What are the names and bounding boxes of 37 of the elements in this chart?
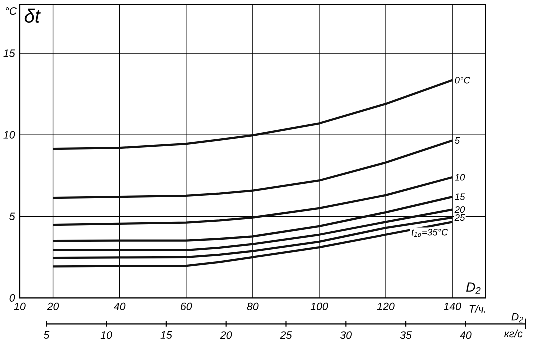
line-series: [52, 176, 454, 226]
series-label: 0°C: [455, 77, 471, 84]
y-tick-label: 5: [10, 212, 16, 220]
text: D$_{2}$: [512, 313, 524, 323]
line-series: [52, 140, 454, 200]
y-tick-label: 15: [4, 50, 16, 58]
x2-tick-label: 15: [160, 332, 172, 340]
annotation: D$_{2}$: [466, 282, 481, 294]
annotation: δt: [24, 8, 41, 24]
series-label: 20: [454, 206, 466, 214]
x2-tick-label: 30: [340, 332, 352, 340]
x2-tick-label: 20: [220, 332, 232, 340]
x2-tick-label: 10: [100, 332, 112, 340]
x-tick-label: 60: [181, 302, 192, 310]
x-tick-label: 40: [114, 302, 126, 310]
series-label: 10: [455, 174, 466, 181]
line-series: [52, 196, 454, 242]
x-tick-label: 120: [377, 302, 395, 310]
x-tick-label: 140: [444, 302, 462, 310]
series-label: 15: [455, 194, 466, 200]
line-series: [52, 216, 454, 260]
line-series: [52, 79, 454, 150]
x2-tick-label: 35: [400, 332, 412, 340]
x-tick-label: 80: [247, 302, 259, 310]
x-tick-label: 100: [310, 302, 328, 310]
x2-tick-label: 5: [44, 332, 50, 340]
x2-tick-label: 40: [460, 332, 472, 340]
y-axis-title: °C: [6, 8, 18, 16]
x-axis-title: Т/ч.: [470, 305, 486, 314]
x2-tick-label: 25: [280, 332, 292, 340]
series-label: 25: [454, 214, 466, 222]
x2-axis-title: кг/с: [504, 330, 523, 338]
y-tick-label: 10: [4, 131, 16, 139]
x-tick-label: 20: [47, 302, 60, 310]
y-tick-label: 0: [10, 294, 16, 302]
series-label: 5: [455, 138, 460, 144]
series-label: t$_{1в}$=35°C: [412, 229, 448, 238]
